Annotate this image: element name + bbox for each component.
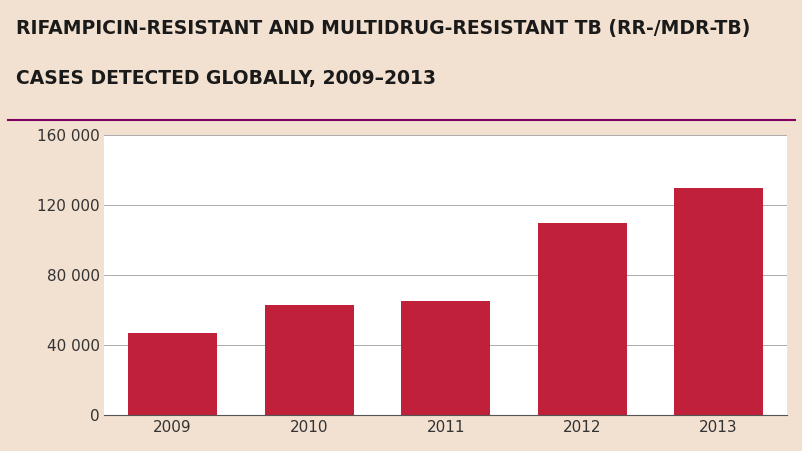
Bar — [265, 305, 353, 415]
Text: RIFAMPICIN-RESISTANT AND MULTIDRUG-RESISTANT TB (RR-/MDR-TB): RIFAMPICIN-RESISTANT AND MULTIDRUG-RESIS… — [16, 19, 750, 38]
Text: CASES DETECTED GLOBALLY, 2009–2013: CASES DETECTED GLOBALLY, 2009–2013 — [16, 69, 435, 88]
Bar — [401, 301, 489, 415]
Bar — [537, 223, 626, 415]
Bar — [674, 188, 762, 415]
Bar — [128, 333, 217, 415]
